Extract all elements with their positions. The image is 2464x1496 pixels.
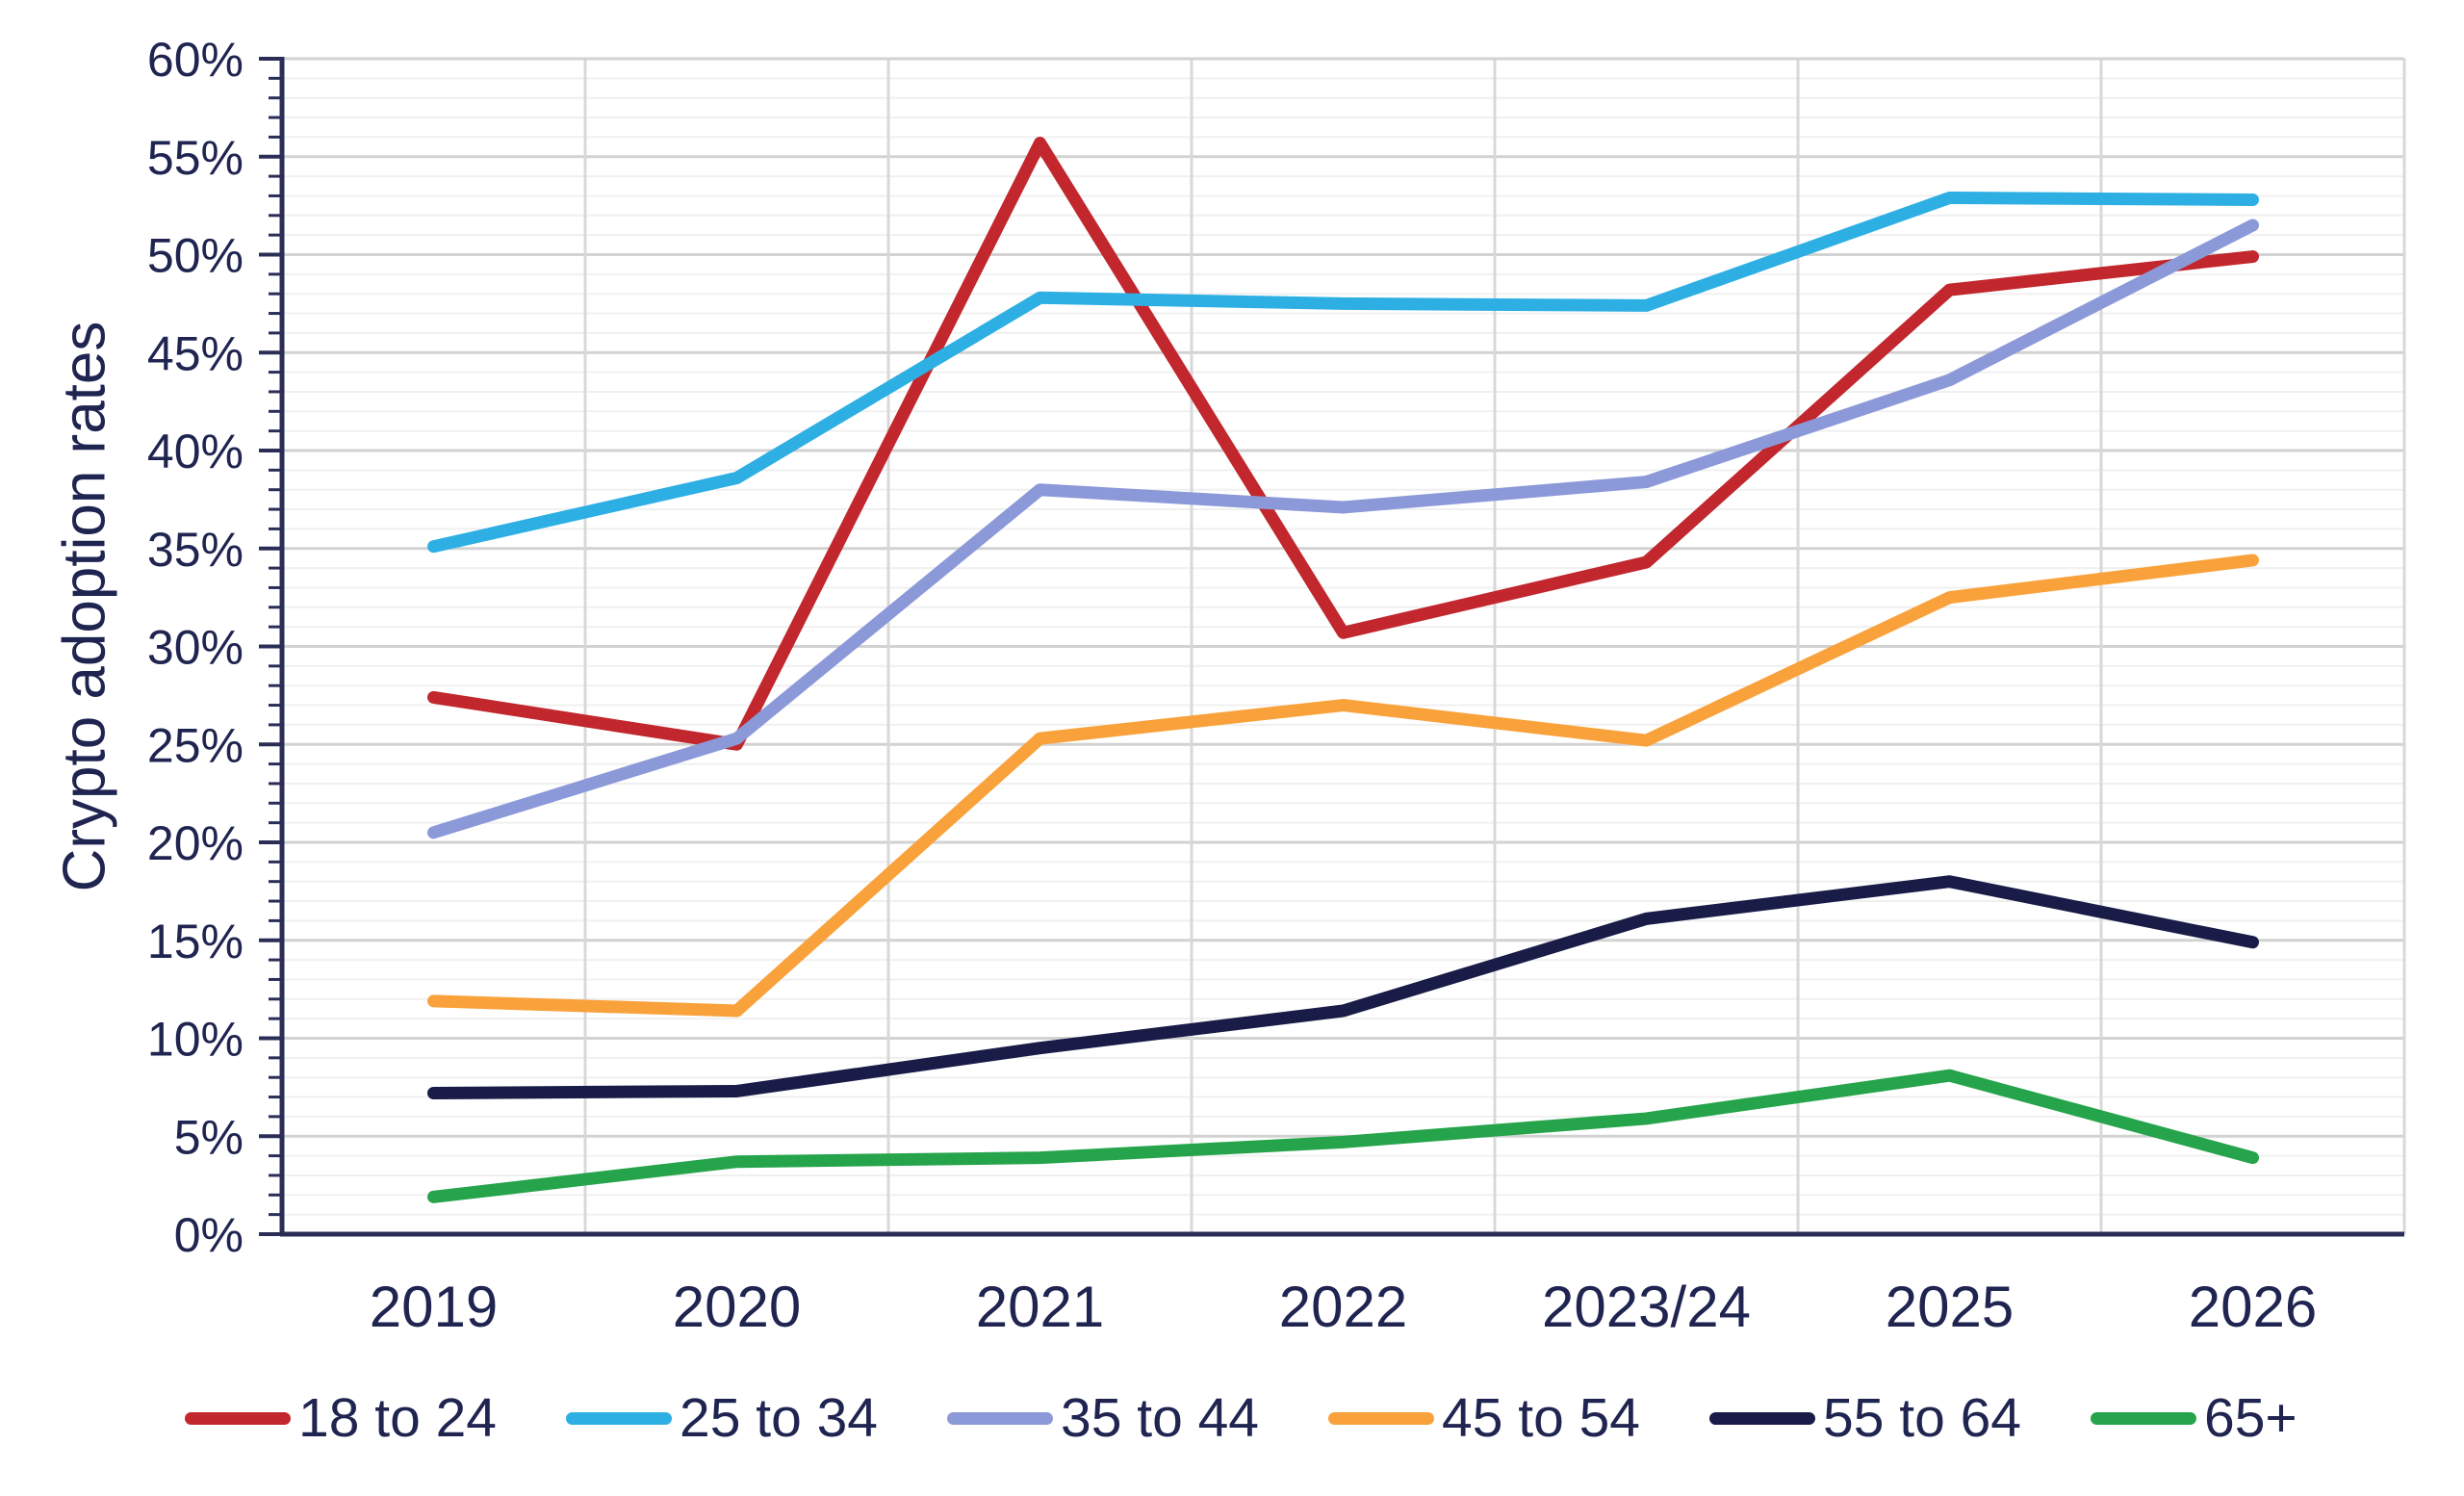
series-line-18-to-24 bbox=[427, 137, 2259, 751]
legend-swatch-25-to-34 bbox=[566, 1412, 672, 1425]
legend-label-55-to-64: 55 to 64 bbox=[1823, 1387, 2022, 1449]
legend-item-25-to-34: 25 to 34 bbox=[566, 1390, 878, 1446]
y-tick-label-45%: 45% bbox=[147, 326, 244, 380]
legend-label-25-to-34: 25 to 34 bbox=[680, 1387, 879, 1449]
legend-swatch-55-to-64 bbox=[1709, 1412, 1815, 1425]
x-label-2026: 2026 bbox=[2189, 1275, 2317, 1339]
legend-item-55-to-64: 55 to 64 bbox=[1709, 1390, 2021, 1446]
x-label-2021: 2021 bbox=[976, 1275, 1104, 1339]
y-tick-label-55%: 55% bbox=[147, 131, 244, 185]
series-line-55-to-64 bbox=[427, 875, 2259, 1099]
legend-swatch-18-to-24 bbox=[185, 1412, 291, 1425]
y-tick-label-60%: 60% bbox=[147, 33, 244, 87]
legend-label-45-to-54: 45 to 54 bbox=[1442, 1387, 1641, 1449]
legend-item-18-to-24: 18 to 24 bbox=[185, 1390, 497, 1446]
y-tick-label-15%: 15% bbox=[147, 915, 244, 968]
y-tick-label-40%: 40% bbox=[147, 425, 244, 478]
legend-item-65plus: 65+ bbox=[2091, 1390, 2297, 1446]
legend-swatch-45-to-54 bbox=[1328, 1412, 1434, 1425]
x-label-2019: 2019 bbox=[370, 1275, 498, 1339]
y-tick-label-25%: 25% bbox=[147, 718, 244, 772]
x-label-2022: 2022 bbox=[1279, 1275, 1407, 1339]
legend-swatch-65plus bbox=[2091, 1412, 2196, 1425]
y-tick-label-30%: 30% bbox=[147, 621, 244, 675]
x-label-2025: 2025 bbox=[1886, 1275, 2014, 1339]
y-tick-label-10%: 10% bbox=[147, 1013, 244, 1067]
series-line-35-to-44 bbox=[427, 219, 2259, 839]
y-tick-label-20%: 20% bbox=[147, 816, 244, 870]
series-line-45-to-54 bbox=[427, 554, 2259, 1018]
y-tick-label-5%: 5% bbox=[174, 1110, 244, 1164]
y-tick-label-50%: 50% bbox=[147, 229, 244, 283]
legend-swatch-35-to-44 bbox=[947, 1412, 1053, 1425]
x-label-2020: 2020 bbox=[673, 1275, 801, 1339]
legend-item-45-to-54: 45 to 54 bbox=[1328, 1390, 1640, 1446]
y-tick-label-0%: 0% bbox=[174, 1208, 244, 1262]
legend-item-35-to-44: 35 to 44 bbox=[947, 1390, 1259, 1446]
x-label-2023/24: 2023/24 bbox=[1542, 1275, 1751, 1339]
series-line-65+ bbox=[427, 1069, 2259, 1203]
series-line-25-to-34 bbox=[427, 191, 2259, 554]
legend-label-18-to-24: 18 to 24 bbox=[298, 1387, 498, 1449]
y-tick-label-35%: 35% bbox=[147, 523, 244, 577]
legend-label-65plus: 65+ bbox=[2204, 1387, 2297, 1449]
chart-legend: 18 to 24 25 to 34 35 to 44 45 to 54 55 to 64… bbox=[0, 0, 2464, 1446]
y-axis-title: Crypto adoption rates bbox=[51, 321, 118, 892]
legend-label-35-to-44: 35 to 44 bbox=[1061, 1387, 1260, 1449]
